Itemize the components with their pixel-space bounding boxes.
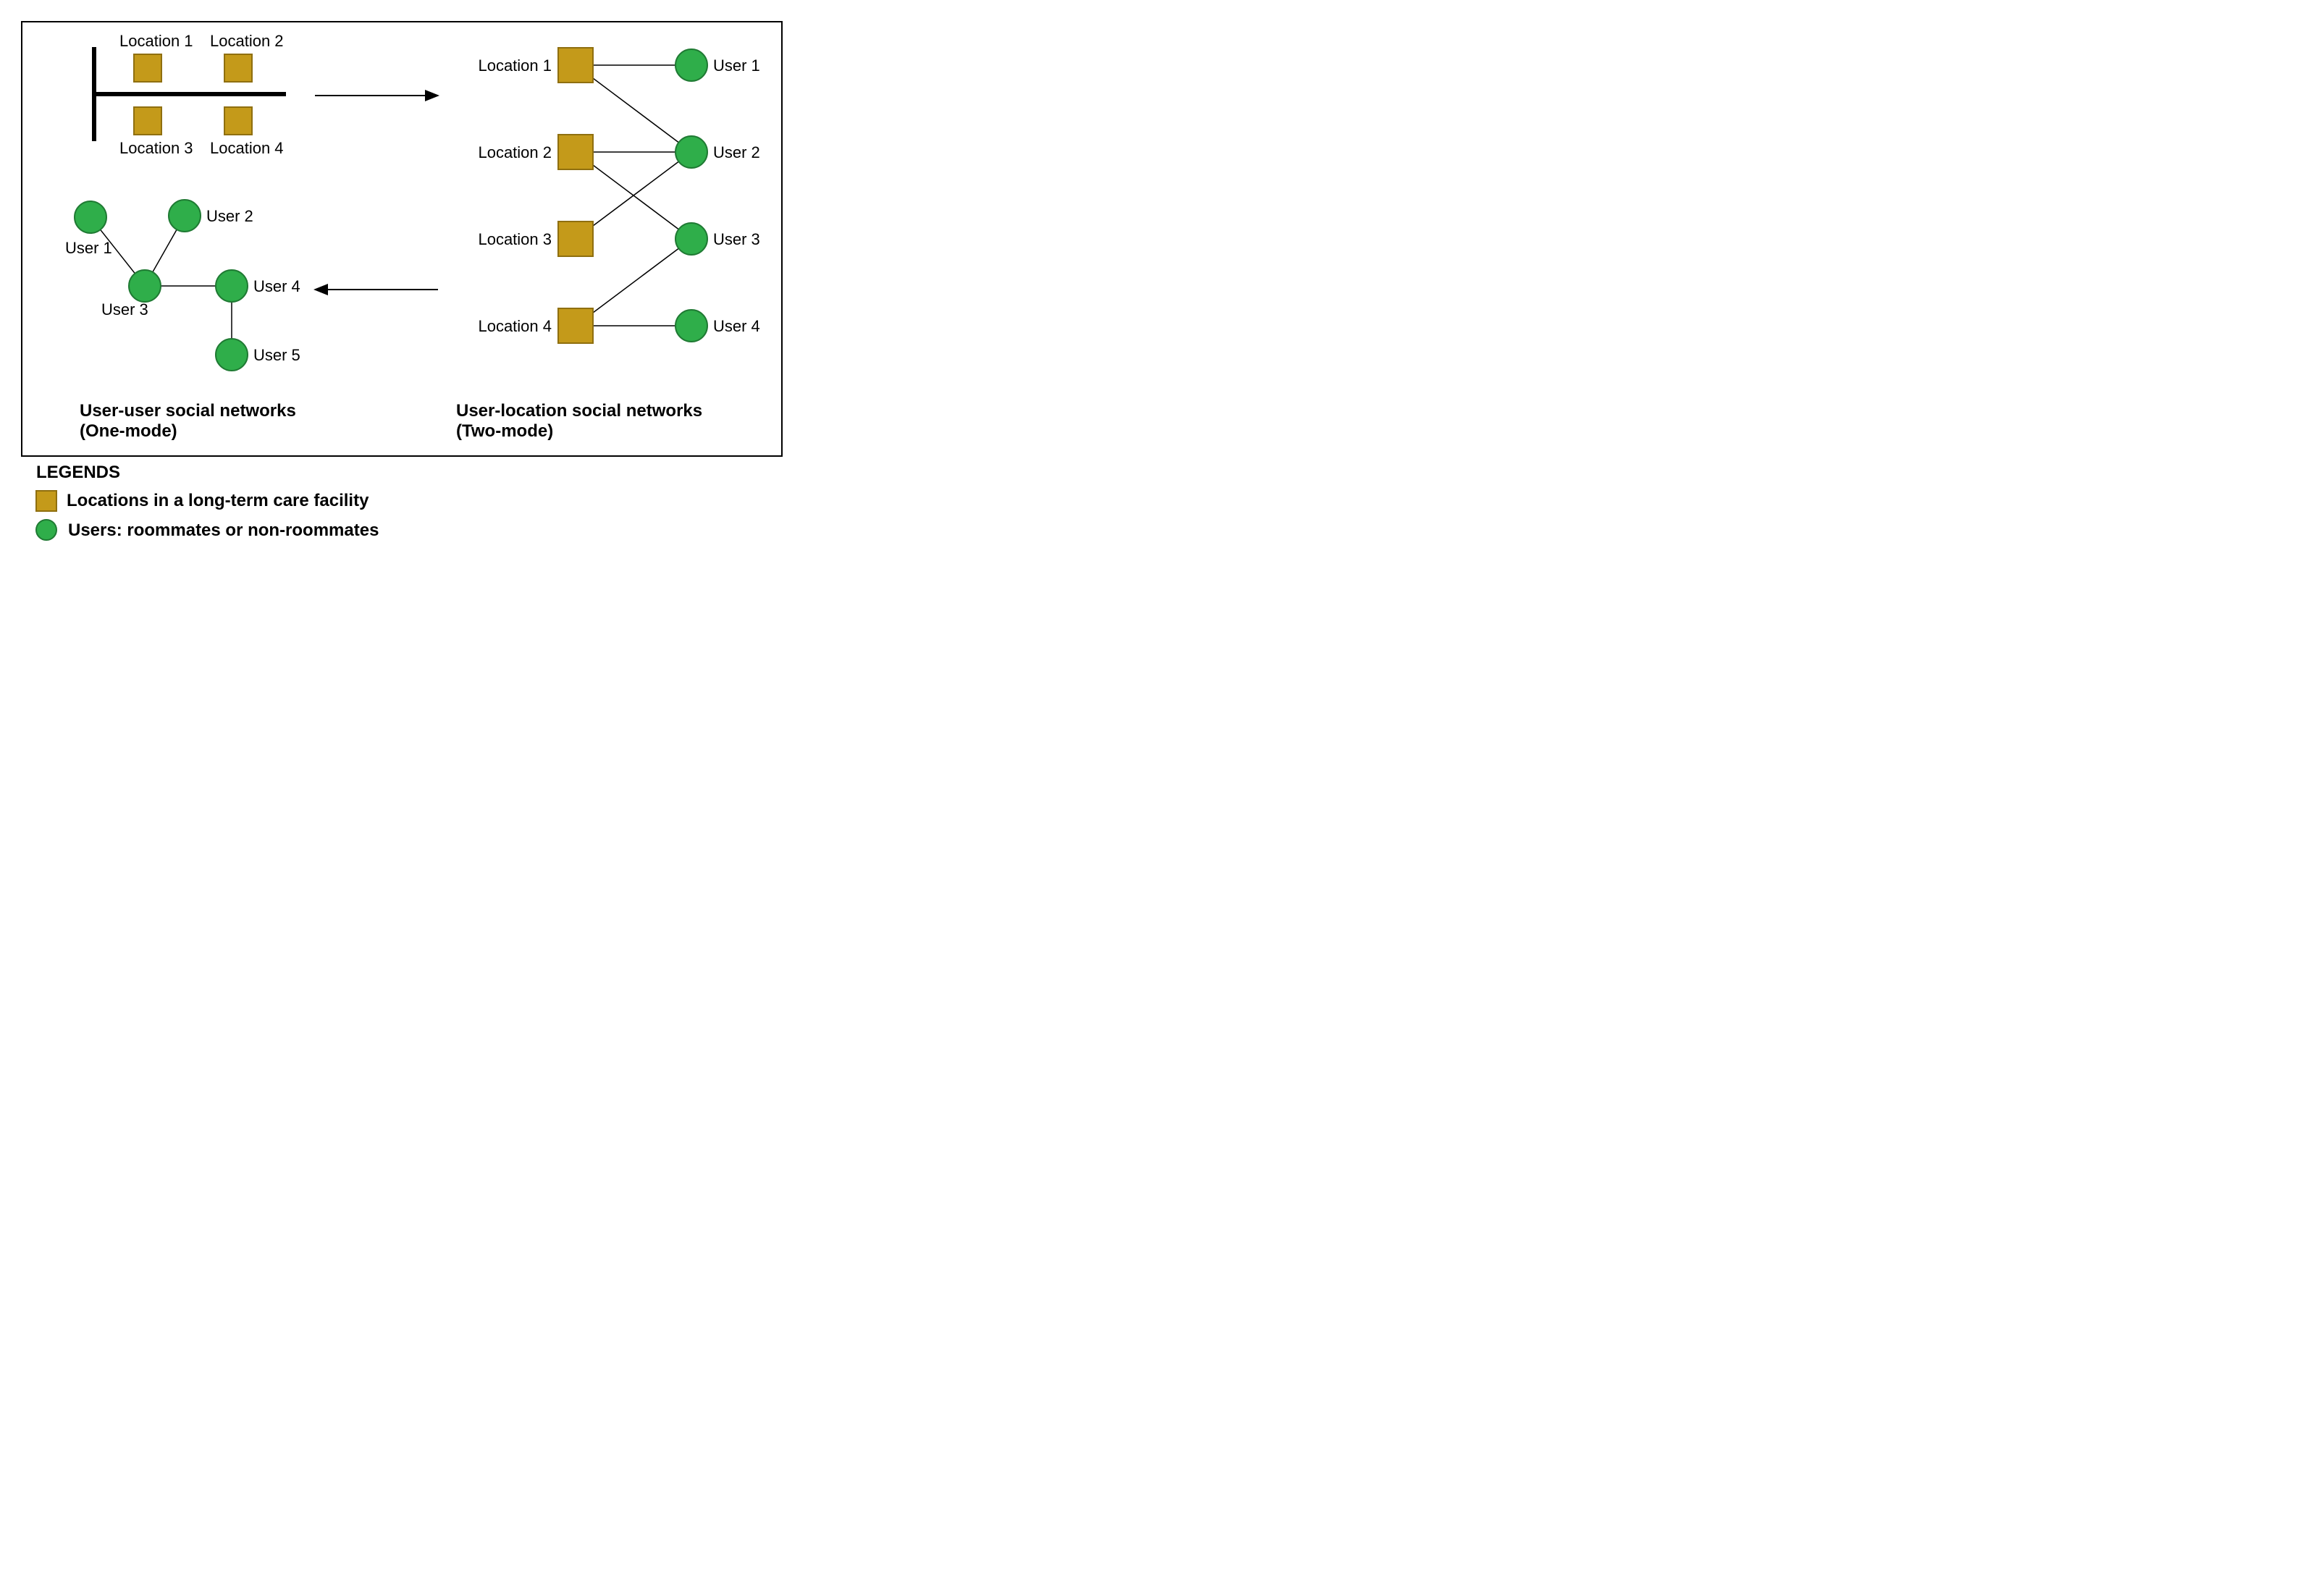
user-node xyxy=(675,310,707,342)
location-node xyxy=(558,222,593,256)
user-label: User 2 xyxy=(206,207,253,225)
location-square xyxy=(134,107,161,135)
user-node xyxy=(675,136,707,168)
user-label: User 4 xyxy=(253,277,300,295)
user-label: User 5 xyxy=(253,346,300,364)
user-label: User 2 xyxy=(713,143,760,161)
user-label: User 1 xyxy=(713,56,760,75)
floorplan: Location 1 Location 2 Location 3 Location 4 xyxy=(94,32,286,157)
user-node xyxy=(169,200,201,232)
user-node xyxy=(216,270,248,302)
svg-text:(Two-mode): (Two-mode) xyxy=(456,421,553,441)
user-node xyxy=(75,201,106,233)
location-label: Location 3 xyxy=(478,230,552,248)
location-label: Location 4 xyxy=(478,317,552,335)
svg-text:User-user social networks: User-user social networks xyxy=(80,401,296,421)
location-label: Location 2 xyxy=(478,143,552,161)
location-square xyxy=(224,107,252,135)
user-node xyxy=(675,223,707,255)
user-label: User 3 xyxy=(713,230,760,248)
legend-title: LEGENDS xyxy=(36,463,120,482)
legend-circle-icon xyxy=(36,520,56,540)
user-label: User 1 xyxy=(65,239,112,257)
caption-right: User-location social networks(Two-mode) xyxy=(456,401,702,441)
location-node xyxy=(558,48,593,83)
bipartite-network: Location 1 Location 2 Location 3 Location 4… xyxy=(478,48,759,343)
network-diagram: Location 1 Location 2 Location 3 Location 4… xyxy=(14,14,789,541)
legend: LEGENDS Locations in a long-term care fac… xyxy=(36,463,379,540)
user-node xyxy=(129,270,161,302)
location-label: Location 4 xyxy=(210,139,284,157)
user-label: User 4 xyxy=(713,317,760,335)
user-label: User 3 xyxy=(101,300,148,319)
location-square xyxy=(134,54,161,82)
legend-square-label: Locations in a long-term care facility xyxy=(67,491,369,510)
location-label: Location 3 xyxy=(119,139,193,157)
user-node xyxy=(216,339,248,371)
caption-left: User-user social networks(One-mode) xyxy=(80,401,296,441)
location-label: Location 1 xyxy=(119,32,193,50)
location-square xyxy=(224,54,252,82)
user-node xyxy=(675,49,707,81)
legend-square-icon xyxy=(36,491,56,511)
location-label: Location 2 xyxy=(210,32,284,50)
svg-text:User-location social networks: User-location social networks xyxy=(456,401,702,421)
location-label: Location 1 xyxy=(478,56,552,75)
legend-circle-label: Users: roommates or non-roommates xyxy=(68,520,379,540)
location-node xyxy=(558,135,593,169)
user-network: User 1 User 2 User 3 User 4 User 5 xyxy=(65,200,300,371)
svg-text:(One-mode): (One-mode) xyxy=(80,421,177,441)
location-node xyxy=(558,308,593,343)
